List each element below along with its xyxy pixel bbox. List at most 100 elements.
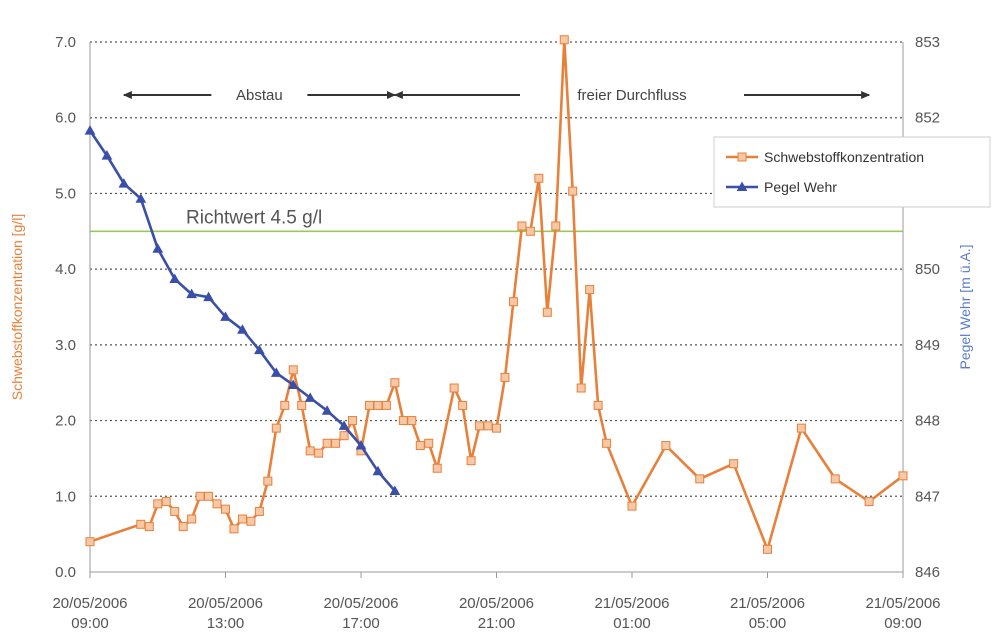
data-point — [458, 400, 468, 410]
y-left-tick-label: 1.0 — [55, 488, 76, 505]
data-point — [229, 524, 239, 534]
data-point — [348, 416, 358, 426]
data-point — [254, 506, 264, 516]
x-tick-time: 13:00 — [207, 615, 245, 632]
data-point — [355, 440, 367, 450]
data-point — [288, 365, 298, 375]
data-point — [178, 522, 188, 532]
data-point — [483, 421, 493, 431]
data-point — [525, 226, 535, 236]
data-point — [220, 311, 231, 321]
data-point — [331, 438, 341, 448]
data-point — [424, 438, 434, 448]
data-point — [338, 420, 350, 430]
data-point — [321, 405, 333, 415]
data-point — [118, 178, 130, 188]
legend-entry: Pegel Wehr — [764, 179, 837, 195]
y-left-axis-title: Schwebstoffkonzentration [g/l] — [9, 214, 25, 401]
reference-line-group: Richtwert 4.5 g/l — [90, 207, 903, 233]
data-point — [407, 416, 417, 426]
data-point — [135, 193, 147, 203]
data-point — [585, 285, 595, 295]
data-point — [432, 463, 442, 473]
data-point — [593, 400, 603, 410]
data-point — [449, 383, 459, 393]
y-left-tick-label: 5.0 — [55, 185, 76, 202]
reference-line-label: Richtwert 4.5 g/l — [186, 207, 322, 228]
annotation-label: Abstau — [236, 87, 283, 104]
data-point — [161, 497, 171, 507]
data-point — [695, 474, 705, 484]
data-point — [204, 491, 214, 501]
y-left-tick-label: 7.0 — [55, 34, 76, 51]
data-point — [304, 392, 316, 402]
series-1 — [84, 125, 401, 495]
data-point — [237, 324, 248, 334]
series-group — [84, 35, 908, 554]
x-tick-time: 01:00 — [613, 615, 651, 632]
x-tick-date: 21/05/2006 — [730, 595, 805, 612]
data-point — [372, 465, 384, 476]
data-point — [898, 471, 908, 481]
y-right-axis-title: Pegel Wehr [m ü.A.] — [957, 244, 973, 369]
data-point — [364, 400, 374, 410]
data-point — [221, 504, 230, 514]
axes: 0.0 1.0 2.0 3.0 4.0 5.0 6.0 7.0 846 847 848 849 850 8… — [9, 34, 973, 632]
data-point — [534, 173, 544, 183]
data-point — [830, 474, 840, 484]
data-point — [492, 423, 501, 433]
x-tick-time: 05:00 — [749, 615, 787, 632]
data-point — [390, 378, 400, 388]
y-left-tick-label: 2.0 — [55, 413, 76, 430]
data-point — [864, 497, 874, 507]
data-point — [551, 221, 561, 231]
data-point — [203, 291, 214, 302]
x-tick-time: 09:00 — [884, 615, 922, 632]
x-tick-date: 20/05/2006 — [459, 595, 534, 612]
data-point — [381, 400, 391, 410]
y-right-tick-label: 850 — [915, 261, 940, 278]
data-point — [280, 400, 290, 410]
data-point — [763, 544, 772, 554]
y-right-tick-label: 846 — [915, 564, 940, 581]
data-point — [169, 273, 181, 283]
data-point — [314, 448, 324, 458]
data-point — [84, 125, 96, 135]
data-point — [373, 400, 383, 410]
annotation-label: freier Durchfluss — [577, 87, 686, 104]
data-point — [559, 35, 569, 45]
data-point — [398, 416, 408, 426]
x-tick-time: 17:00 — [342, 615, 380, 632]
data-point — [186, 288, 197, 299]
y-right-tick-label: 852 — [915, 110, 940, 127]
legend: Schwebstoffkonzentration Pegel Wehr — [713, 136, 991, 208]
data-point — [517, 221, 527, 231]
data-point — [152, 243, 164, 253]
series-line — [89, 38, 904, 551]
legend-entry: Schwebstoffkonzentration — [764, 149, 924, 165]
data-point — [736, 181, 748, 191]
data-point — [729, 459, 739, 469]
data-point — [627, 501, 637, 511]
x-tick-date: 20/05/2006 — [52, 595, 127, 612]
x-tick-date: 20/05/2006 — [323, 595, 398, 612]
data-point — [195, 491, 205, 501]
data-point — [297, 400, 307, 410]
x-tick-date: 21/05/2006 — [865, 595, 940, 612]
data-point — [508, 297, 518, 307]
data-point — [187, 514, 197, 524]
data-point — [661, 441, 671, 451]
data-point — [287, 379, 299, 389]
data-point — [246, 516, 256, 526]
data-point — [170, 506, 180, 516]
data-point — [576, 383, 586, 393]
data-point — [500, 372, 510, 382]
data-point — [254, 344, 265, 355]
y-right-tick-label: 847 — [915, 488, 940, 505]
data-point — [339, 431, 349, 441]
data-point — [85, 537, 95, 547]
y-left-tick-label: 6.0 — [55, 110, 76, 127]
y-right-tick-label: 853 — [915, 34, 940, 51]
data-point — [212, 499, 222, 509]
